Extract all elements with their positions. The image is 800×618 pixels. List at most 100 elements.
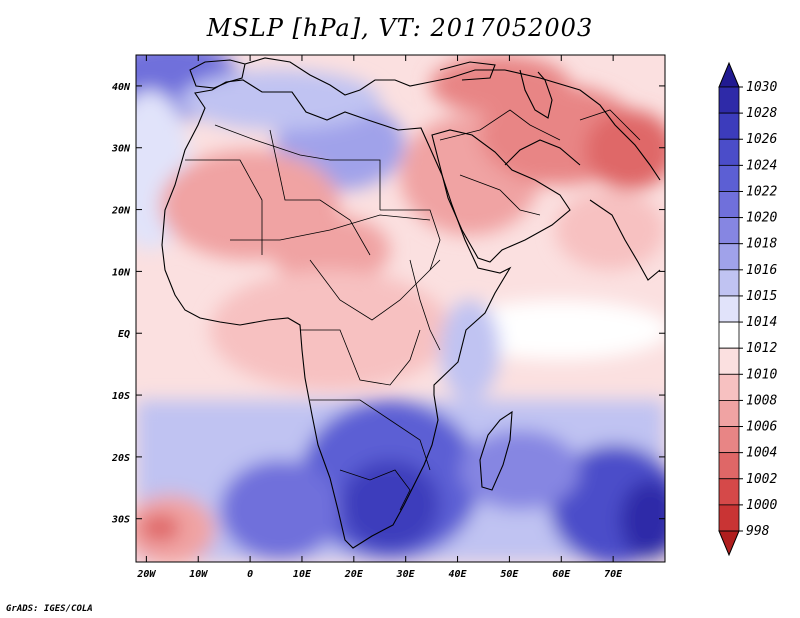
- colorbar-label: 1014: [746, 315, 777, 330]
- border-arabia: [459, 174, 541, 216]
- colorbar-label: 1018: [746, 237, 777, 252]
- colorbar-swatch: [718, 478, 740, 506]
- lat-tick-label: 10N: [112, 267, 131, 278]
- colorbar-label: 1006: [746, 420, 777, 435]
- colorbar-swatch: [718, 347, 740, 375]
- colorbar-swatch: [718, 504, 740, 532]
- lon-tick-label: 10W: [189, 569, 208, 580]
- border-sahara-west: [185, 159, 263, 255]
- colorbar-label: 1015: [746, 289, 777, 304]
- field-blob-east-africa: [440, 300, 500, 400]
- colorbar-swatch: [718, 217, 740, 245]
- border-central-africa: [309, 259, 441, 321]
- lat-tick-label: 10S: [112, 391, 130, 402]
- field-blob-indian-ocean-eq: [450, 300, 665, 360]
- plot-frame: [135, 54, 666, 563]
- coastline-persian-gulf: [504, 139, 581, 166]
- coastline-caspian: [519, 69, 553, 119]
- coastlines: [161, 57, 661, 549]
- field-blob-turkey-low: [430, 55, 570, 115]
- credit-text: GrADS: IGES/COLA: [6, 604, 93, 614]
- colorbar: 1030 1028 1026 1024 1022 1020 1018 1016 1015 1014…: [718, 61, 777, 557]
- colorbar-swatch: [718, 243, 740, 271]
- colorbar-label: 1008: [746, 393, 777, 408]
- field-blob-mascarene-core: [620, 480, 665, 560]
- border-sahel: [230, 214, 431, 241]
- lat-tick-label: 30N: [111, 144, 131, 155]
- field-blob-highveld-high: [340, 460, 440, 550]
- colorbar-swatch: [718, 321, 740, 349]
- border-sudan: [380, 209, 441, 271]
- colorbar-label: 1000: [746, 498, 777, 513]
- border-south-africa: [339, 469, 411, 511]
- lon-tick-label: 20E: [344, 569, 364, 580]
- lon-tick-label: 50E: [500, 569, 519, 580]
- lon-tick-label: 20W: [136, 569, 156, 580]
- colorbar-swatch: [718, 112, 740, 140]
- colorbar-swatch: [718, 400, 740, 427]
- field-blob-sa-low-core: [140, 514, 180, 542]
- lat-tick-label: 40N: [112, 82, 131, 93]
- border-iraq-iran: [439, 109, 561, 141]
- colorbar-label: 1010: [746, 367, 777, 382]
- coastline-africa: [161, 79, 512, 549]
- colorbar-label: 1020: [746, 211, 777, 226]
- border-congo: [300, 329, 421, 386]
- chart-title: MSLP [hPa], VT: 2017052003: [206, 14, 594, 42]
- lon-tick-label: 40E: [449, 569, 468, 580]
- longitude-axis: 20W 10W 0 10E 20E 30E 40E 50E 60E 70E: [136, 55, 623, 580]
- coastline-black-sea: [439, 61, 496, 81]
- lon-tick-label: 0: [247, 569, 253, 580]
- coastline-asia: [504, 69, 661, 181]
- field-blob-south-atlantic-high: [220, 460, 340, 560]
- colorbar-label: 1012: [746, 341, 777, 356]
- pressure-field: [136, 55, 665, 562]
- colorbar-label: 1030: [746, 80, 777, 95]
- border-afghanistan: [579, 109, 641, 141]
- colorbar-label: 1002: [746, 472, 777, 487]
- colorbar-label: 1022: [746, 184, 777, 199]
- border-east-africa: [409, 259, 441, 351]
- lat-tick-label: 30S: [111, 515, 130, 526]
- border-southern-africa: [310, 399, 431, 471]
- colorbar-swatch: [718, 86, 740, 114]
- colorbar-swatch: [718, 373, 740, 401]
- colorbar-label: 1028: [746, 106, 777, 121]
- country-borders: [185, 109, 641, 511]
- colorbar-top-arrow: [718, 61, 740, 88]
- lat-tick-label: 20N: [111, 206, 131, 217]
- coastline-europe: [244, 57, 505, 96]
- lat-tick-label: EQ: [118, 329, 130, 340]
- coastline-iberia: [189, 59, 246, 89]
- colorbar-swatch: [718, 426, 740, 454]
- coastline-madagascar: [479, 410, 513, 491]
- field-blob-mediterranean: [180, 70, 380, 130]
- colorbar-label: 1026: [746, 132, 777, 147]
- field-blob-india: [555, 190, 665, 270]
- lon-tick-label: 30E: [396, 569, 416, 580]
- lon-tick-label: 60E: [552, 569, 571, 580]
- border-north-africa: [269, 129, 371, 256]
- lon-tick-label: 70E: [604, 569, 623, 580]
- border-sahara-north: [214, 124, 381, 210]
- colorbar-label: 1024: [746, 158, 777, 173]
- lat-tick-label: 20S: [111, 453, 130, 464]
- colorbar-swatch: [718, 269, 740, 297]
- colorbar-swatch: [718, 164, 740, 192]
- colorbar-swatch: [718, 138, 740, 166]
- colorbar-label: 1016: [746, 263, 777, 278]
- colorbar-swatch: [718, 191, 740, 218]
- latitude-axis: 40N 30N 20N 10N EQ 10S 20S 30S: [111, 82, 665, 526]
- colorbar-bottom-arrow: [718, 530, 740, 557]
- coastline-arabia: [431, 129, 571, 263]
- field-blob-sahel-low: [270, 215, 390, 285]
- field-blob-pakistan-low: [585, 110, 665, 190]
- colorbar-swatch: [718, 295, 740, 323]
- colorbar-label: 998: [746, 524, 770, 539]
- field-blob-mozambique-channel: [460, 430, 580, 510]
- colorbar-swatch: [718, 452, 740, 480]
- lon-tick-label: 10E: [293, 569, 312, 580]
- coastline-india: [589, 199, 661, 281]
- colorbar-label: 1004: [746, 446, 777, 461]
